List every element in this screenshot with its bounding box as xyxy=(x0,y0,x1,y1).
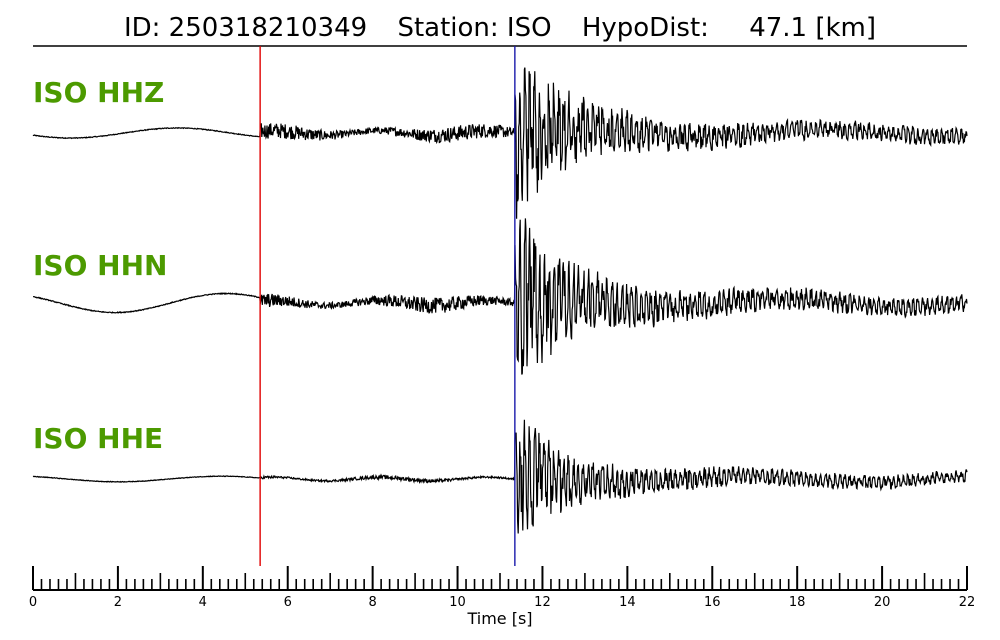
tick-label: 4 xyxy=(199,595,207,610)
time-axis: 0 2 4 6 8 10 12 14 16 18 20 22 xyxy=(29,566,975,610)
trace-iso-hhe xyxy=(32,419,968,534)
traces xyxy=(32,67,968,534)
event-id: ID: 250318210349 xyxy=(124,13,367,43)
chart-title: ID: 250318210349 Station: ISO HypoDist: … xyxy=(124,13,876,43)
tick-label: 12 xyxy=(534,595,551,610)
x-axis-label: Time [s] xyxy=(466,609,532,628)
tick-label: 2 xyxy=(114,595,122,610)
station-label: Station: ISO xyxy=(397,13,551,43)
tick-label: 14 xyxy=(619,595,636,610)
trace-iso-hhn xyxy=(33,218,968,375)
tick-label: 16 xyxy=(704,595,721,610)
channel-label-hhe: ISO HHE xyxy=(33,422,163,455)
tick-label: 8 xyxy=(368,595,376,610)
hypodist-value: 47.1 [km] xyxy=(749,13,876,43)
tick-label: 10 xyxy=(449,595,466,610)
tick-label: 22 xyxy=(959,595,976,610)
tick-label: 0 xyxy=(29,595,37,610)
phase-picks xyxy=(259,46,516,566)
tick-label: 6 xyxy=(284,595,292,610)
hypodist-label: HypoDist: xyxy=(582,13,709,43)
trace-iso-hhz xyxy=(32,67,968,219)
channel-label-hhn: ISO HHN xyxy=(33,249,167,282)
tick-label: 18 xyxy=(789,595,806,610)
channel-label-hhz: ISO HHZ xyxy=(33,76,164,109)
tick-label: 20 xyxy=(874,595,891,610)
